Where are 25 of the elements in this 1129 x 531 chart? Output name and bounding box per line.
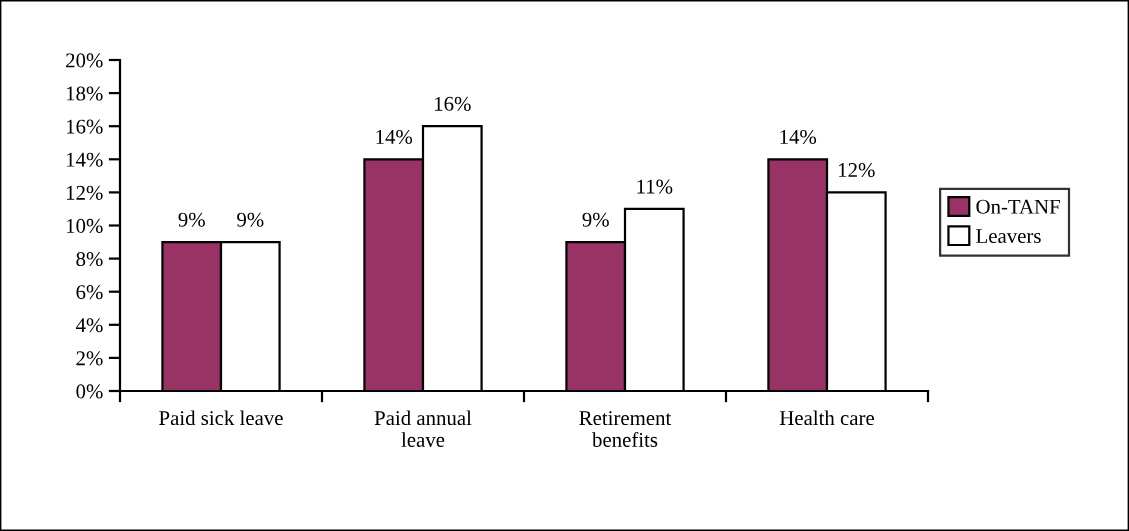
x-tick-label: Paid sick leave [159, 410, 283, 426]
x-tick-label: Health care [779, 410, 874, 426]
y-tick-label: 0% [76, 384, 103, 399]
x-tick-label: Retirement benefits [579, 411, 672, 447]
data-label: 11% [637, 179, 673, 194]
legend-label: Leavers [976, 229, 1041, 244]
y-tick-label: 20% [66, 53, 103, 68]
y-tick-label: 12% [66, 185, 103, 200]
data-label: 9% [178, 212, 205, 227]
y-tick-label: 4% [75, 318, 103, 333]
data-label: 12% [839, 163, 875, 178]
y-tick-label: 10% [66, 218, 103, 233]
legend-label: On-TANF [976, 199, 1060, 214]
x-tick-label: Paid annual leave [374, 410, 472, 447]
data-label: 9% [582, 212, 609, 227]
data-label: 14% [780, 129, 817, 145]
y-tick-label: 16% [66, 119, 103, 134]
y-tick-label: 2% [76, 351, 103, 366]
y-tick-label: 6% [76, 285, 103, 300]
y-tick-label: 18% [66, 86, 103, 101]
data-label: 16% [435, 96, 471, 111]
y-tick-label: 8% [76, 251, 103, 267]
data-label: 9% [237, 212, 264, 227]
data-label: 14% [376, 129, 413, 145]
y-tick-label: 14% [66, 152, 103, 167]
